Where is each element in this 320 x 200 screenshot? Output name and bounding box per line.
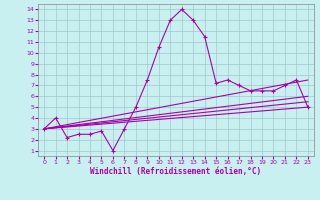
X-axis label: Windchill (Refroidissement éolien,°C): Windchill (Refroidissement éolien,°C): [91, 167, 261, 176]
